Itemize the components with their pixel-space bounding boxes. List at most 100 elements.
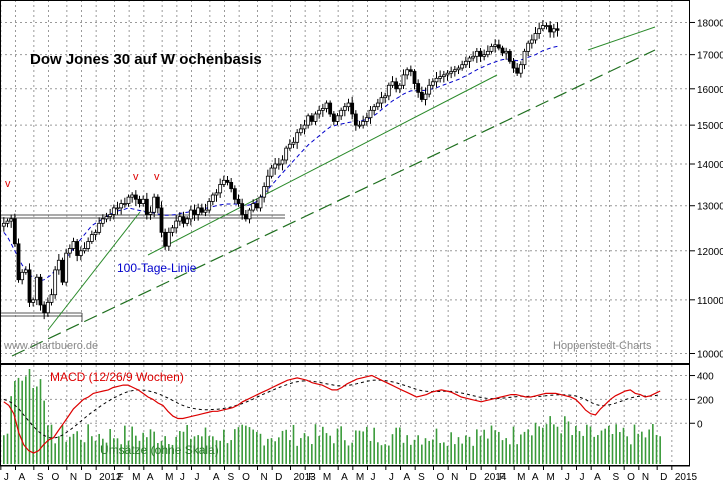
- x-tick-label: O: [437, 472, 445, 483]
- candle-body: [489, 46, 494, 52]
- price-tick-label: 16000: [697, 85, 723, 96]
- candle-body: [188, 209, 193, 220]
- volume-bars: [3, 369, 661, 464]
- x-tick-label: M: [132, 472, 140, 483]
- candle-body: [207, 201, 212, 211]
- x-tick-label: M: [323, 472, 331, 483]
- candle-body: [130, 194, 135, 198]
- x-tick-label: J: [195, 472, 200, 483]
- candle-body: [236, 198, 241, 204]
- candle-body: [42, 304, 47, 314]
- candle-body: [192, 209, 197, 215]
- candle-body: [390, 81, 395, 86]
- x-tick-label: 2015: [675, 472, 698, 483]
- candle-body: [12, 218, 17, 245]
- candle-body: [507, 50, 512, 62]
- price-tick-label: 11000: [697, 296, 723, 307]
- x-tick-label: F: [308, 472, 314, 483]
- candle-body: [31, 299, 36, 303]
- candle-body: [251, 203, 256, 211]
- candle-body: [416, 83, 421, 93]
- x-tick-label: S: [228, 472, 235, 483]
- x-tick-label: S: [613, 472, 620, 483]
- x-tick-label: D: [85, 472, 92, 483]
- macd-signal-line: [3, 379, 661, 439]
- x-tick-label: 2012: [99, 472, 122, 483]
- candle-body: [515, 67, 520, 74]
- x-tick-label: F: [118, 472, 124, 483]
- candle-body: [320, 108, 325, 111]
- candle-body: [155, 196, 160, 209]
- trend-solid-short: [47, 211, 141, 331]
- candle-body: [218, 184, 223, 194]
- candle-body: [295, 132, 300, 143]
- candlesticks: [1, 20, 560, 320]
- x-tick-label: D: [660, 472, 667, 483]
- candle-body: [445, 72, 450, 76]
- grid-lines: [0, 0, 690, 466]
- trend-dashed-long: [11, 49, 656, 357]
- candle-body: [258, 196, 263, 209]
- candle-body: [430, 81, 435, 86]
- candle-body: [408, 69, 413, 72]
- candle-body: [463, 60, 468, 66]
- price-axis-ticks: 18000 17000 16000 15000 14000 13000 12000 11000…: [690, 18, 723, 360]
- x-tick-label: A: [594, 472, 601, 483]
- candle-body: [185, 218, 190, 224]
- candle-body: [265, 175, 270, 187]
- x-tick-label: A: [341, 472, 348, 483]
- candle-body: [379, 97, 384, 104]
- x-tick-label: A: [404, 472, 411, 483]
- trend-solid-main: [147, 74, 498, 256]
- candle-body: [276, 163, 281, 166]
- x-tick-label: M: [517, 472, 525, 483]
- x-tick-label: S: [418, 472, 425, 483]
- trend-solid-upper: [587, 26, 656, 51]
- x-tick-label: O: [627, 472, 635, 483]
- macd-axis-ticks: 400 200 0: [690, 372, 714, 430]
- candle-body: [298, 128, 303, 134]
- sell-marker-2: v: [133, 171, 139, 183]
- candle-body: [346, 102, 351, 108]
- candle-body: [474, 50, 479, 57]
- candle-body: [163, 231, 168, 247]
- x-tick-label: N: [451, 472, 458, 483]
- price-tick-label: 12000: [697, 247, 723, 258]
- candle-body: [203, 209, 208, 213]
- candle-body: [500, 47, 505, 54]
- candle-body: [177, 216, 182, 222]
- candle-body: [23, 269, 28, 273]
- x-tick-label: O: [242, 472, 250, 483]
- candle-body: [86, 241, 91, 249]
- candle-body: [504, 50, 509, 54]
- candle-body: [93, 231, 98, 236]
- candle-body: [115, 207, 120, 210]
- candle-body: [529, 39, 534, 44]
- x-tick-label: J: [4, 472, 9, 483]
- candle-body: [456, 67, 461, 71]
- candle-body: [335, 115, 340, 122]
- moving-average-100: [3, 45, 558, 282]
- candle-body: [262, 186, 267, 198]
- x-tick-label: A: [213, 472, 220, 483]
- candle-body: [397, 84, 402, 90]
- candle-body: [181, 216, 186, 224]
- candle-body: [364, 117, 369, 122]
- candle-body: [75, 241, 80, 256]
- candle-body: [53, 269, 58, 296]
- candle-body: [452, 69, 457, 72]
- candle-body: [254, 203, 259, 209]
- candle-body: [317, 109, 322, 115]
- candle-body: [82, 248, 87, 252]
- candle-body: [375, 102, 380, 108]
- candle-body: [5, 220, 10, 224]
- candle-body: [273, 163, 278, 169]
- x-tick-label: M: [547, 472, 555, 483]
- candle-body: [221, 179, 226, 185]
- candle-body: [229, 181, 234, 190]
- candle-body: [232, 188, 237, 200]
- candle-body: [67, 248, 72, 254]
